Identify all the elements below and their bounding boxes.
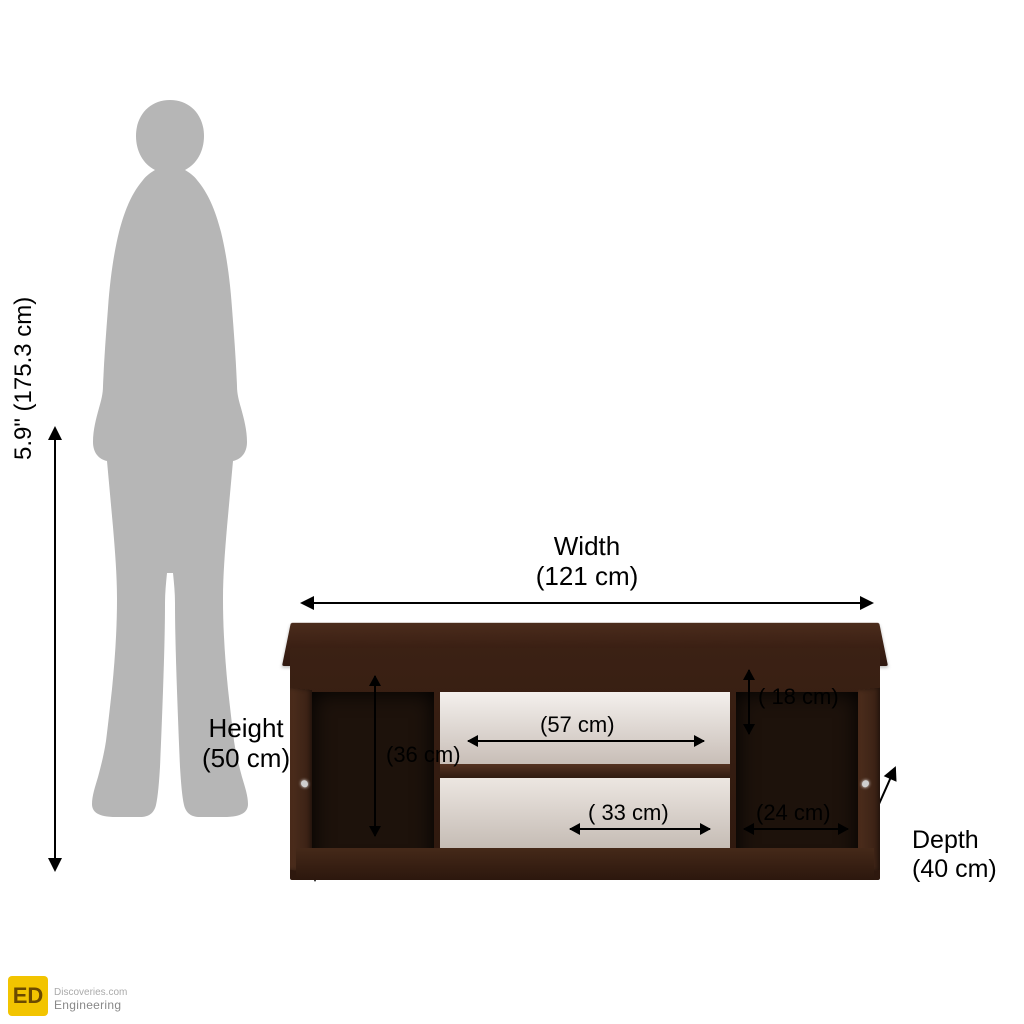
width-title: Width [302, 532, 872, 562]
logo-text: Discoveries.com Engineering [54, 987, 127, 1012]
furniture-unit: (36 cm) (57 cm) ( 33 cm) ( 18 cm) (24 cm… [290, 618, 880, 880]
right-door [858, 688, 880, 872]
width-dimension: Width (121 cm) [302, 532, 872, 604]
dim-upper-opening [748, 670, 750, 734]
dimension-infographic: 5.9" (175.3 cm) Width (121 cm) Height (5… [0, 0, 1024, 1024]
logo-line2: Engineering [54, 998, 127, 1012]
logo-line1: Discoveries.com [54, 987, 127, 998]
dim-cabinet-height [374, 676, 376, 836]
depth-title: Depth [912, 826, 997, 855]
height-title: Height [202, 714, 290, 744]
person-height-arrow [54, 428, 56, 870]
width-arrow [302, 602, 872, 604]
depth-value: (40 cm) [912, 855, 997, 884]
dim-upper-opening-label: ( 18 cm) [758, 684, 839, 710]
right-cabinet-cavity [736, 692, 858, 870]
left-door-knob [301, 780, 308, 788]
right-door-knob [862, 780, 869, 788]
depth-dimension: Depth (40 cm) [912, 826, 997, 884]
width-value: (121 cm) [302, 562, 872, 592]
left-cabinet-cavity [312, 692, 434, 870]
dim-cabinet-inner-w [744, 828, 848, 830]
dim-shelf-width-label: (57 cm) [540, 712, 615, 738]
height-value: (50 cm) [202, 744, 290, 774]
unit-base [296, 848, 874, 880]
center-shelf [440, 764, 730, 778]
person-height-label: 5.9" (175.3 cm) [10, 297, 38, 460]
dim-lower-width-label: ( 33 cm) [588, 800, 669, 826]
dim-lower-width [570, 828, 710, 830]
height-dimension: Height (50 cm) [202, 714, 290, 774]
dim-cabinet-height-label: (36 cm) [386, 742, 461, 768]
left-door [290, 688, 312, 872]
dim-cabinet-inner-w-label: (24 cm) [756, 800, 831, 826]
watermark-logo: ED Discoveries.com Engineering [8, 976, 48, 1016]
dim-shelf-width [468, 740, 704, 742]
logo-mark: ED [8, 976, 48, 1016]
